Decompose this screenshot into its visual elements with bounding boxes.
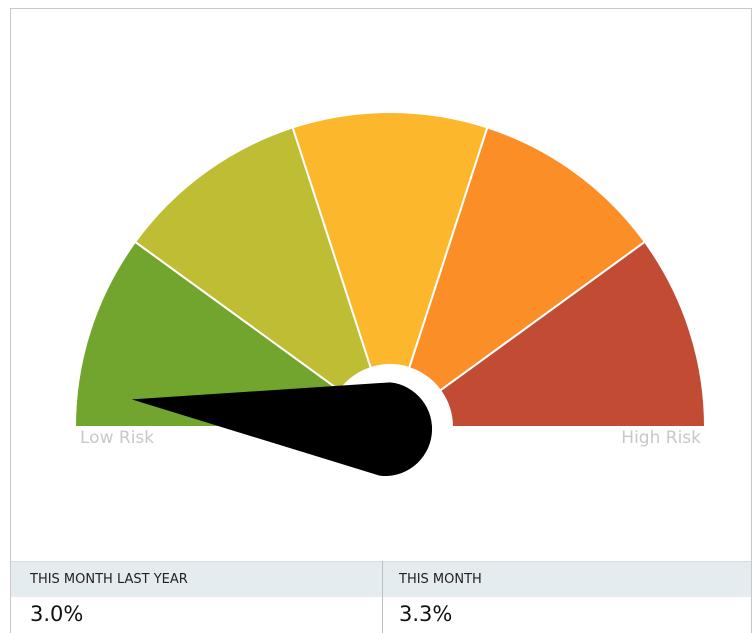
column-divider xyxy=(382,561,383,633)
needle xyxy=(131,382,433,477)
max-label: High Risk xyxy=(621,428,701,448)
gauge-segment xyxy=(291,111,489,370)
column-value: 3.3% xyxy=(399,602,453,626)
gauge-segment xyxy=(133,126,373,392)
gauge-segment xyxy=(438,240,707,428)
column-value: 3.0% xyxy=(30,602,84,626)
min-label: Low Risk xyxy=(80,428,154,448)
table-header xyxy=(11,561,751,597)
column-header: THIS MONTH xyxy=(399,572,482,587)
frame xyxy=(10,8,752,633)
column-header: THIS MONTH LAST YEAR xyxy=(30,572,188,587)
gauge-segment xyxy=(407,126,647,392)
gauge: Low Risk High Risk xyxy=(73,111,707,477)
